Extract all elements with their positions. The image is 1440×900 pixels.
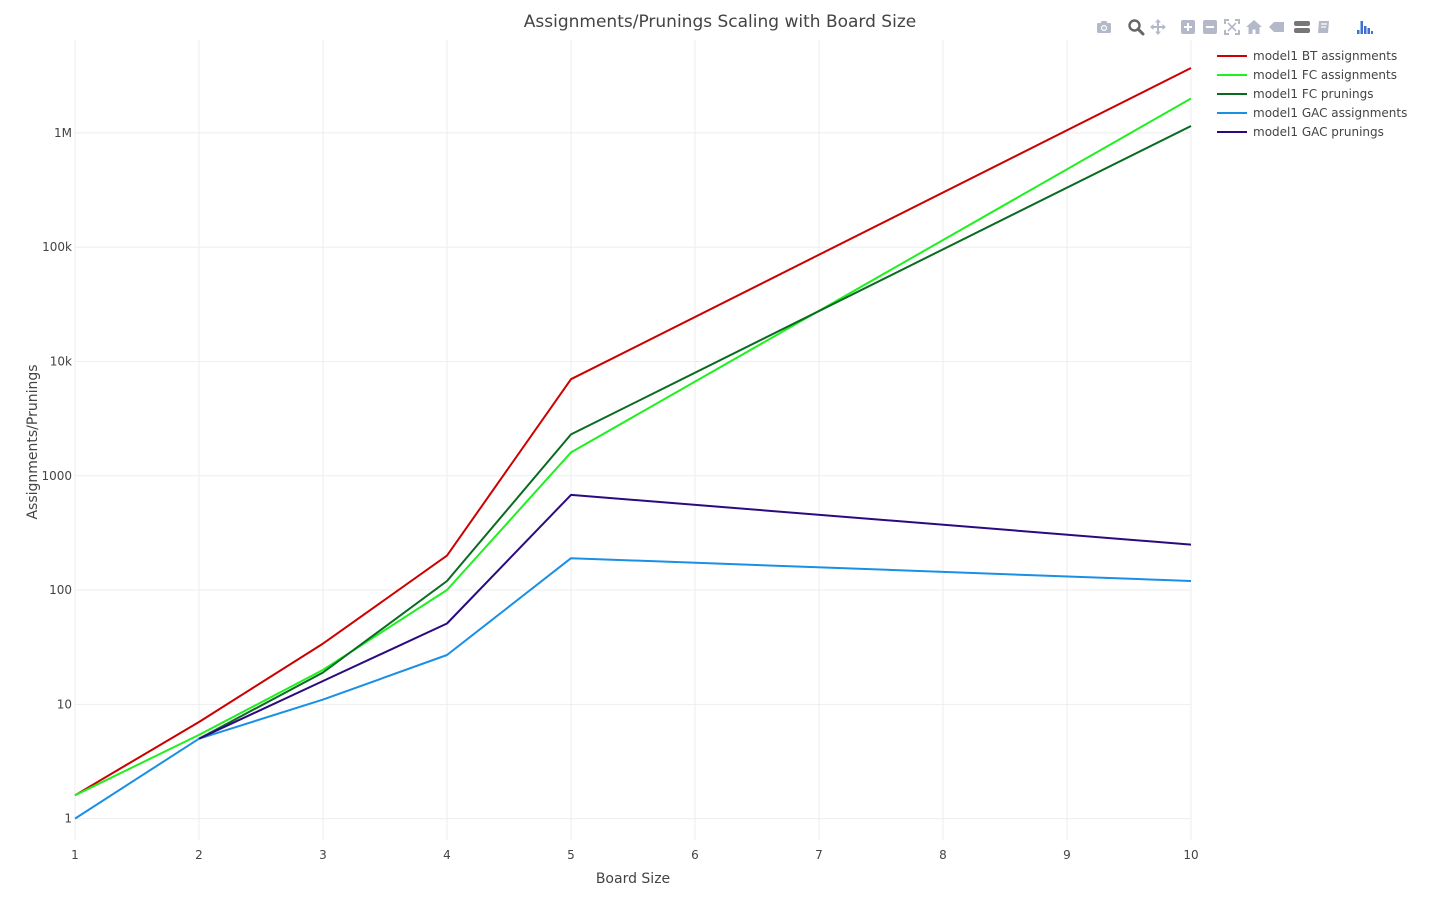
zoom-button[interactable] <box>1125 17 1147 37</box>
pan-button[interactable] <box>1147 17 1169 37</box>
x-axis-ticks: 1 2 3 4 5 6 7 8 9 10 <box>71 848 1198 862</box>
spike-lines-icon <box>1269 22 1284 32</box>
legend-label: model1 FC prunings <box>1253 87 1373 101</box>
y-tick-label: 10k <box>50 354 72 368</box>
y-tick-label: 10 <box>57 697 72 711</box>
gridlines <box>74 40 1192 840</box>
y-axis-title: Assignments/Prunings <box>25 364 41 519</box>
x-tick-label: 2 <box>195 848 203 862</box>
zoom-icon <box>1128 19 1145 36</box>
x-tick-label: 4 <box>443 848 451 862</box>
x-tick-label: 10 <box>1183 848 1198 862</box>
x-tick-label: 9 <box>1063 848 1071 862</box>
plotly-logo-button[interactable] <box>1353 17 1375 37</box>
home-button[interactable] <box>1243 17 1265 37</box>
edit-icon <box>1318 21 1329 33</box>
series-line-2 <box>198 125 1192 740</box>
x-tick-label: 8 <box>939 848 947 862</box>
x-tick-label: 1 <box>71 848 79 862</box>
legend-item[interactable]: model1 GAC prunings <box>1217 125 1384 139</box>
legend: model1 BT assignments model1 FC assignmen… <box>1217 49 1407 139</box>
series-line-1 <box>74 97 1192 797</box>
camera-icon <box>1097 21 1111 33</box>
pan-icon <box>1150 19 1166 35</box>
camera-button[interactable] <box>1093 17 1115 37</box>
x-tick-label: 7 <box>815 848 823 862</box>
legend-label: model1 GAC prunings <box>1253 125 1384 139</box>
series-line-4 <box>198 493 1192 740</box>
y-tick-label: 100k <box>42 240 72 254</box>
hover-compare-button[interactable] <box>1291 17 1313 37</box>
y-axis-ticks: 1 10 100 1000 10k 100k 1M <box>41 126 72 826</box>
autoscale-icon <box>1224 19 1240 35</box>
x-axis-title: Board Size <box>596 871 670 887</box>
plotly-logo-icon <box>1357 21 1373 34</box>
y-tick-label: 1000 <box>41 469 72 483</box>
legend-item[interactable]: model1 BT assignments <box>1217 49 1397 63</box>
autoscale-button[interactable] <box>1221 17 1243 37</box>
zoom-in-icon <box>1181 20 1195 34</box>
zoom-out-button[interactable] <box>1199 17 1221 37</box>
y-tick-label: 1M <box>54 126 72 140</box>
y-tick-label: 1 <box>64 812 72 826</box>
legend-label: model1 FC assignments <box>1253 68 1397 82</box>
zoom-in-button[interactable] <box>1177 17 1199 37</box>
zoom-out-icon <box>1203 20 1217 34</box>
legend-item[interactable]: model1 GAC assignments <box>1217 106 1407 120</box>
legend-item[interactable]: model1 FC assignments <box>1217 68 1397 82</box>
spike-lines-button[interactable] <box>1265 17 1287 37</box>
legend-label: model1 BT assignments <box>1253 49 1397 63</box>
home-icon <box>1246 20 1262 34</box>
hover-compare-icon <box>1294 21 1310 33</box>
plot-traces <box>74 67 1192 820</box>
x-tick-label: 5 <box>567 848 575 862</box>
x-tick-label: 6 <box>691 848 699 862</box>
legend-item[interactable]: model1 FC prunings <box>1217 87 1373 101</box>
series-line-3 <box>74 557 1192 820</box>
chart-title: Assignments/Prunings Scaling with Board … <box>524 12 916 32</box>
series-line-0 <box>74 67 1192 797</box>
legend-label: model1 GAC assignments <box>1253 106 1407 120</box>
edit-button[interactable] <box>1313 17 1335 37</box>
x-tick-label: 3 <box>319 848 327 862</box>
modebar <box>1093 17 1375 37</box>
y-tick-label: 100 <box>49 583 72 597</box>
